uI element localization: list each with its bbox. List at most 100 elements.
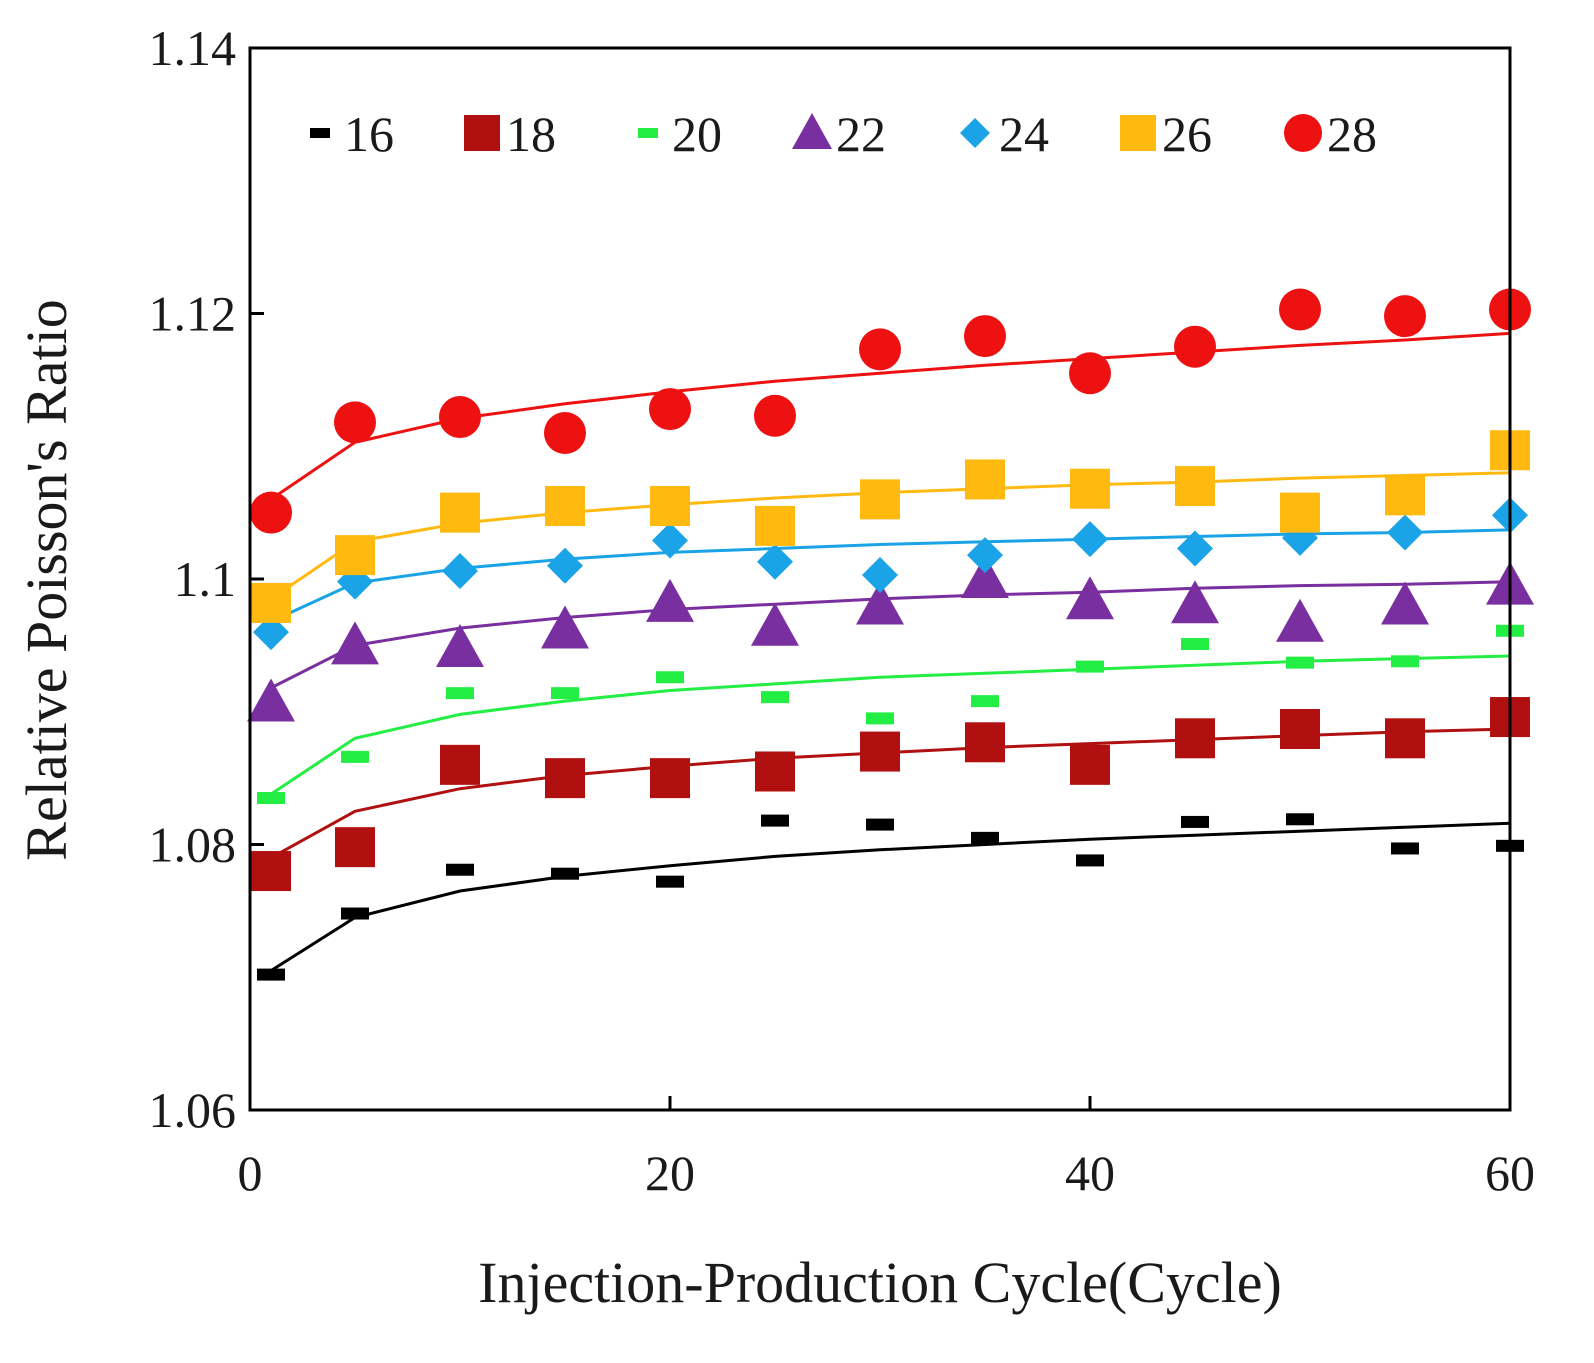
data-point-16: [1391, 842, 1419, 855]
data-point-22: [331, 621, 379, 665]
data-point-28: [1384, 295, 1426, 338]
trend-line-16: [270, 821, 1511, 972]
data-point-22: [961, 555, 1009, 598]
data-point-18: [251, 851, 291, 892]
data-point-24: [253, 614, 289, 651]
data-point-20: [446, 687, 474, 700]
data-point-18: [965, 722, 1005, 763]
data-point-16: [257, 968, 285, 981]
data-point-18: [755, 751, 795, 792]
data-point-18: [545, 758, 585, 799]
series-20: [257, 624, 1524, 805]
legend-marker-28: [1284, 114, 1322, 152]
data-point-16: [551, 867, 579, 880]
data-point-28: [439, 396, 481, 439]
data-point-24: [967, 537, 1003, 574]
data-point-24: [862, 557, 898, 594]
legend-marker-20: [638, 128, 658, 138]
data-point-16: [341, 907, 369, 920]
y-tick-label: 1.06: [149, 1082, 237, 1138]
data-point-18: [1280, 709, 1320, 750]
x-tick-label: 20: [645, 1145, 695, 1201]
data-point-22: [247, 678, 295, 722]
data-point-22: [856, 581, 904, 625]
data-point-28: [1069, 352, 1111, 395]
data-point-18: [440, 744, 480, 785]
data-point-26: [1385, 475, 1425, 516]
data-point-24: [1177, 530, 1213, 567]
legend-marker-16: [310, 128, 330, 138]
data-point-26: [251, 582, 291, 623]
data-point-16: [656, 875, 684, 888]
x-tick-label: 60: [1485, 1145, 1535, 1201]
data-point-22: [1171, 580, 1219, 624]
legend-label-24: 24: [999, 106, 1049, 162]
data-point-20: [761, 691, 789, 704]
legend-label-16: 16: [344, 106, 394, 162]
data-point-26: [755, 505, 795, 546]
data-point-26: [1175, 466, 1215, 507]
data-point-24: [652, 522, 688, 559]
data-point-22: [436, 624, 484, 668]
data-point-22: [541, 605, 589, 649]
legend-marker-22: [792, 113, 832, 149]
legend-label-22: 22: [836, 106, 886, 162]
data-point-20: [257, 792, 285, 805]
series-28: [250, 288, 1531, 534]
data-point-20: [341, 750, 369, 763]
data-point-20: [1286, 656, 1314, 669]
x-tick-label: 0: [238, 1145, 263, 1201]
data-point-18: [1070, 744, 1110, 785]
x-axis-title: Injection-Production Cycle(Cycle): [478, 1250, 1282, 1315]
legend-marker-26: [1120, 115, 1156, 151]
series-26: [251, 430, 1530, 623]
data-point-26: [440, 492, 480, 533]
data-point-26: [1280, 492, 1320, 533]
data-point-20: [1076, 660, 1104, 673]
legend: 16 18 20 22 24 26 28: [310, 106, 1377, 162]
data-point-20: [656, 671, 684, 684]
series-22: [247, 555, 1534, 722]
data-point-24: [1072, 521, 1108, 558]
data-point-20: [551, 687, 579, 700]
data-point-18: [1175, 718, 1215, 759]
data-point-22: [646, 578, 694, 622]
data-point-22: [1066, 576, 1114, 620]
data-point-28: [754, 394, 796, 437]
legend-label-26: 26: [1162, 106, 1212, 162]
legend-marker-24: [960, 118, 990, 148]
data-point-26: [650, 485, 690, 526]
series-18: [251, 697, 1530, 892]
plot-layer: [247, 288, 1534, 981]
data-point-24: [757, 543, 793, 580]
data-point-20: [1181, 638, 1209, 651]
data-point-28: [1174, 325, 1216, 368]
data-point-28: [964, 315, 1006, 358]
data-point-28: [334, 401, 376, 444]
y-tick-label: 1.1: [174, 551, 237, 607]
x-tick-label: 40: [1065, 1145, 1115, 1201]
data-point-16: [1286, 813, 1314, 826]
data-point-24: [1387, 514, 1423, 551]
data-point-28: [250, 491, 292, 534]
legend-label-18: 18: [506, 106, 556, 162]
data-point-20: [1391, 655, 1419, 668]
data-point-16: [761, 814, 789, 827]
data-point-22: [751, 602, 799, 646]
data-point-26: [860, 479, 900, 520]
data-point-16: [1076, 854, 1104, 867]
data-point-26: [965, 459, 1005, 500]
y-tick-label: 1.14: [149, 20, 237, 76]
axis-layer: 1.06 1.08 1.1 1.12 1.14 0 20 40 60: [149, 20, 1536, 1201]
legend-label-28: 28: [1327, 106, 1377, 162]
data-point-18: [860, 731, 900, 772]
data-point-26: [1070, 468, 1110, 509]
data-point-16: [1181, 815, 1209, 828]
data-point-28: [859, 328, 901, 371]
data-point-26: [335, 535, 375, 576]
data-point-18: [335, 827, 375, 868]
data-point-18: [1385, 718, 1425, 759]
